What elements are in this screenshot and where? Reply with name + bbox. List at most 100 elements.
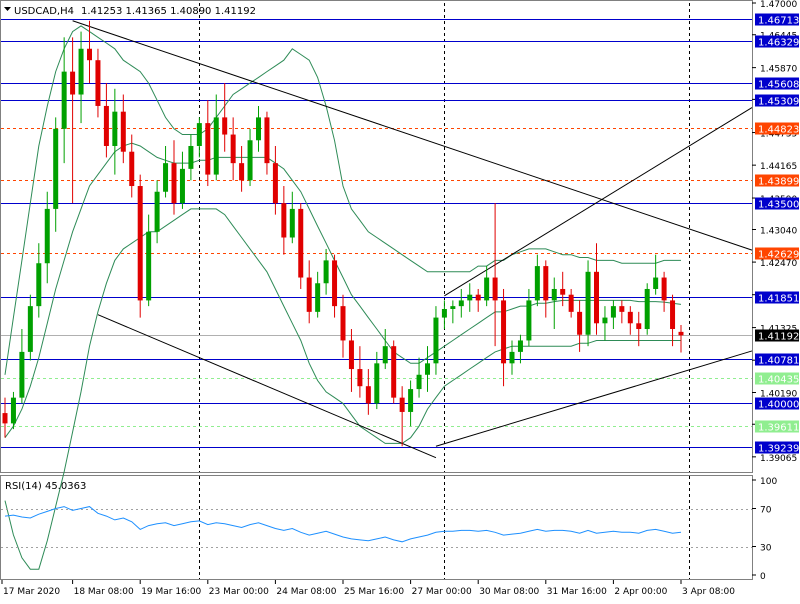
- price-tick-label: 1.45870: [760, 65, 797, 75]
- candle-body: [509, 351, 515, 364]
- time-tick-label: 30 Mar 08:00: [479, 587, 539, 597]
- time-tick-label: 25 Mar 16:00: [344, 587, 404, 597]
- candle-body: [163, 163, 169, 192]
- time-tick-label: 24 Mar 08:00: [276, 587, 336, 597]
- candle-body: [560, 288, 566, 295]
- candles: [2, 20, 684, 447]
- candle-body: [340, 306, 346, 341]
- price-tick-label: 1.47000: [760, 0, 797, 10]
- candle-body: [644, 288, 650, 330]
- level-price-tag: [755, 13, 799, 26]
- candle-body: [534, 266, 540, 301]
- level-price-tag: [755, 77, 799, 90]
- period-separators: [199, 3, 690, 579]
- candle-body: [517, 340, 523, 352]
- level-price-label: 1.39239: [758, 444, 799, 455]
- trendline[interactable]: [72, 20, 753, 251]
- level-price-label: 1.42629: [758, 250, 799, 261]
- candle-body: [213, 117, 219, 175]
- candle-body: [188, 145, 194, 169]
- candle-body: [10, 397, 16, 424]
- candle-body: [332, 260, 338, 307]
- candle-body: [526, 300, 532, 341]
- level-price-label: 1.41192: [758, 332, 799, 343]
- price-tick-label: 1.39065: [760, 454, 797, 464]
- candle-body: [27, 306, 33, 352]
- candle-body: [222, 117, 228, 135]
- candle-body: [458, 300, 464, 307]
- rsi-panel-frame: [0, 475, 753, 580]
- trendlines[interactable]: [72, 20, 753, 459]
- level-price-tag: [755, 197, 799, 210]
- candle-body: [543, 266, 549, 301]
- trendline[interactable]: [435, 350, 753, 447]
- candle-body: [408, 389, 414, 412]
- candle-body: [281, 203, 287, 238]
- candle-body: [179, 168, 185, 204]
- price-tick-label: 1.44735: [760, 130, 797, 140]
- candle-body: [374, 363, 380, 404]
- candle-body: [670, 300, 676, 330]
- bollinger-lower-line: [4, 208, 681, 570]
- time-tick-label: 18 Mar 08:00: [74, 587, 134, 597]
- time-axis[interactable]: 17 Mar 2020 18 Mar 08:00 19 Mar 16:00 23 Ma…: [1, 580, 735, 597]
- level-price-tag: [755, 122, 799, 135]
- candle-body: [70, 71, 76, 95]
- level-price-tag: [755, 353, 799, 366]
- dropdown-triangle-icon[interactable]: [4, 7, 11, 11]
- candle-body: [95, 60, 101, 106]
- candle-body: [475, 294, 481, 301]
- candle-body: [171, 163, 177, 204]
- candle-body: [450, 306, 456, 309]
- candle-body: [289, 208, 295, 238]
- candle-body: [61, 71, 67, 129]
- rsi-tick-label: 0: [760, 572, 766, 582]
- candle-body: [653, 277, 659, 289]
- candle-body: [484, 277, 490, 301]
- price-tick-label: 1.42470: [760, 259, 797, 269]
- candle-body: [610, 306, 616, 318]
- time-tick-label: 2 Apr 00:00: [614, 587, 667, 597]
- time-tick-label: 17 Mar 2020: [3, 587, 60, 597]
- candle-body: [636, 323, 642, 330]
- candle-body: [272, 163, 278, 204]
- level-price-tag: [755, 94, 799, 107]
- price-tick-label: 1.40190: [760, 389, 797, 399]
- candle-body: [492, 277, 498, 301]
- rsi-axis: 100 70 30 0: [752, 477, 777, 582]
- level-price-tag: [755, 35, 799, 48]
- candle-body: [382, 346, 388, 364]
- candle-body: [365, 386, 371, 404]
- time-tick-label: 3 Apr 08:00: [682, 587, 735, 597]
- level-price-tag: [755, 372, 799, 385]
- level-price-label: 1.43500: [758, 200, 799, 211]
- rsi-line: [4, 506, 682, 543]
- candle-body: [78, 48, 84, 95]
- level-price-label: 1.41851: [758, 294, 799, 305]
- trendline[interactable]: [444, 107, 753, 297]
- level-price-label: 1.46329: [758, 38, 799, 49]
- price-axis[interactable]: 1.470001.464451.458701.453151.447351.441…: [752, 0, 797, 464]
- candle-body: [416, 374, 422, 390]
- candle-body: [602, 317, 608, 324]
- level-price-label: 1.40000: [758, 400, 799, 411]
- trendline[interactable]: [97, 314, 437, 459]
- level-price-tag: [755, 291, 799, 304]
- level-price-labels: 1.46713 1.46329 1.45608 1.45309 1.44823 1.438…: [755, 13, 799, 455]
- candle-body: [501, 300, 507, 364]
- candle-body: [678, 331, 684, 336]
- candle-body: [53, 128, 59, 209]
- level-price-label: 1.39611: [758, 423, 799, 434]
- candle-body: [568, 294, 574, 312]
- level-price-tag: [755, 329, 799, 342]
- candle-body: [441, 308, 447, 318]
- candle-body: [357, 369, 363, 387]
- candle-body: [196, 123, 202, 146]
- candle-body: [239, 163, 245, 181]
- time-tick-label: 19 Mar 16:00: [141, 587, 201, 597]
- ohlc-values: 1.41253 1.41365 1.40890 1.41192: [81, 6, 256, 17]
- candle-body: [146, 231, 152, 301]
- candle-body: [247, 140, 253, 181]
